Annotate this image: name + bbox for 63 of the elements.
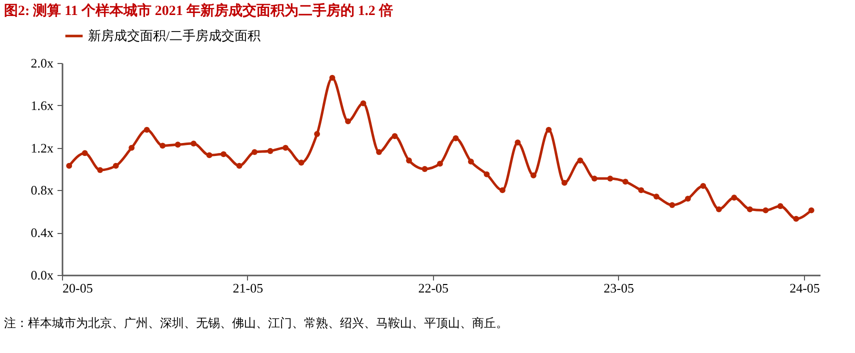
point [206,152,212,158]
point [607,176,614,182]
point [793,216,800,222]
point [406,158,412,164]
x-tick-label: 22-05 [418,280,449,296]
point [777,203,784,210]
point [530,172,536,178]
x-tick-label: 21-05 [232,280,264,296]
point [500,187,506,194]
point [762,207,769,214]
point [514,140,521,146]
point [128,144,135,151]
y-tick-label: 1.6x [30,98,54,113]
chart-title: 图2: 测算 11 个样本城市 2021 年新房成交面积为二手房的 1.2 倍 [4,2,393,19]
point [622,178,628,185]
point [360,100,366,106]
point [144,126,150,133]
y-tick-label: 1.2x [30,140,54,156]
point [684,196,691,202]
point [314,131,320,137]
point [437,160,443,167]
point [452,135,459,142]
point [653,194,660,200]
x-tick-label: 24-05 [790,280,820,296]
point [746,206,753,212]
point [174,142,181,148]
point [282,144,288,151]
point [392,133,398,140]
point [236,162,242,169]
point [267,148,274,154]
point [298,160,304,166]
y-tick-label: 2.0x [30,56,54,70]
point [422,166,428,172]
point [577,158,584,164]
point [591,176,598,182]
point [112,162,119,169]
x-tick-label: 20-05 [62,280,93,296]
point [808,207,814,214]
point [160,142,166,149]
point [252,149,258,155]
point [329,74,336,81]
point [669,202,676,208]
point [66,162,72,169]
point [546,126,552,133]
x-tick-label: 23-05 [604,280,634,296]
point [731,194,738,201]
y-tick-label: 0.4x [30,225,54,240]
text: 注：样本城市为北京、广州、深圳、无锡、佛山、江门、常熟、绍兴、马鞍山、平顶山、商丘。 [4,316,508,330]
point [345,118,351,124]
point [561,180,568,186]
point [220,151,227,158]
point [190,140,197,147]
point [716,206,722,212]
point [97,167,104,174]
y-tick-label: 0.8x [30,182,54,198]
legend-label: 新房成交面积/二手房成交面积 [88,28,261,43]
point [468,158,474,165]
y-tick-label: 0.0x [30,268,54,282]
point [638,187,644,194]
point [82,150,88,156]
point [484,171,490,178]
point [376,149,382,155]
point [700,183,706,189]
